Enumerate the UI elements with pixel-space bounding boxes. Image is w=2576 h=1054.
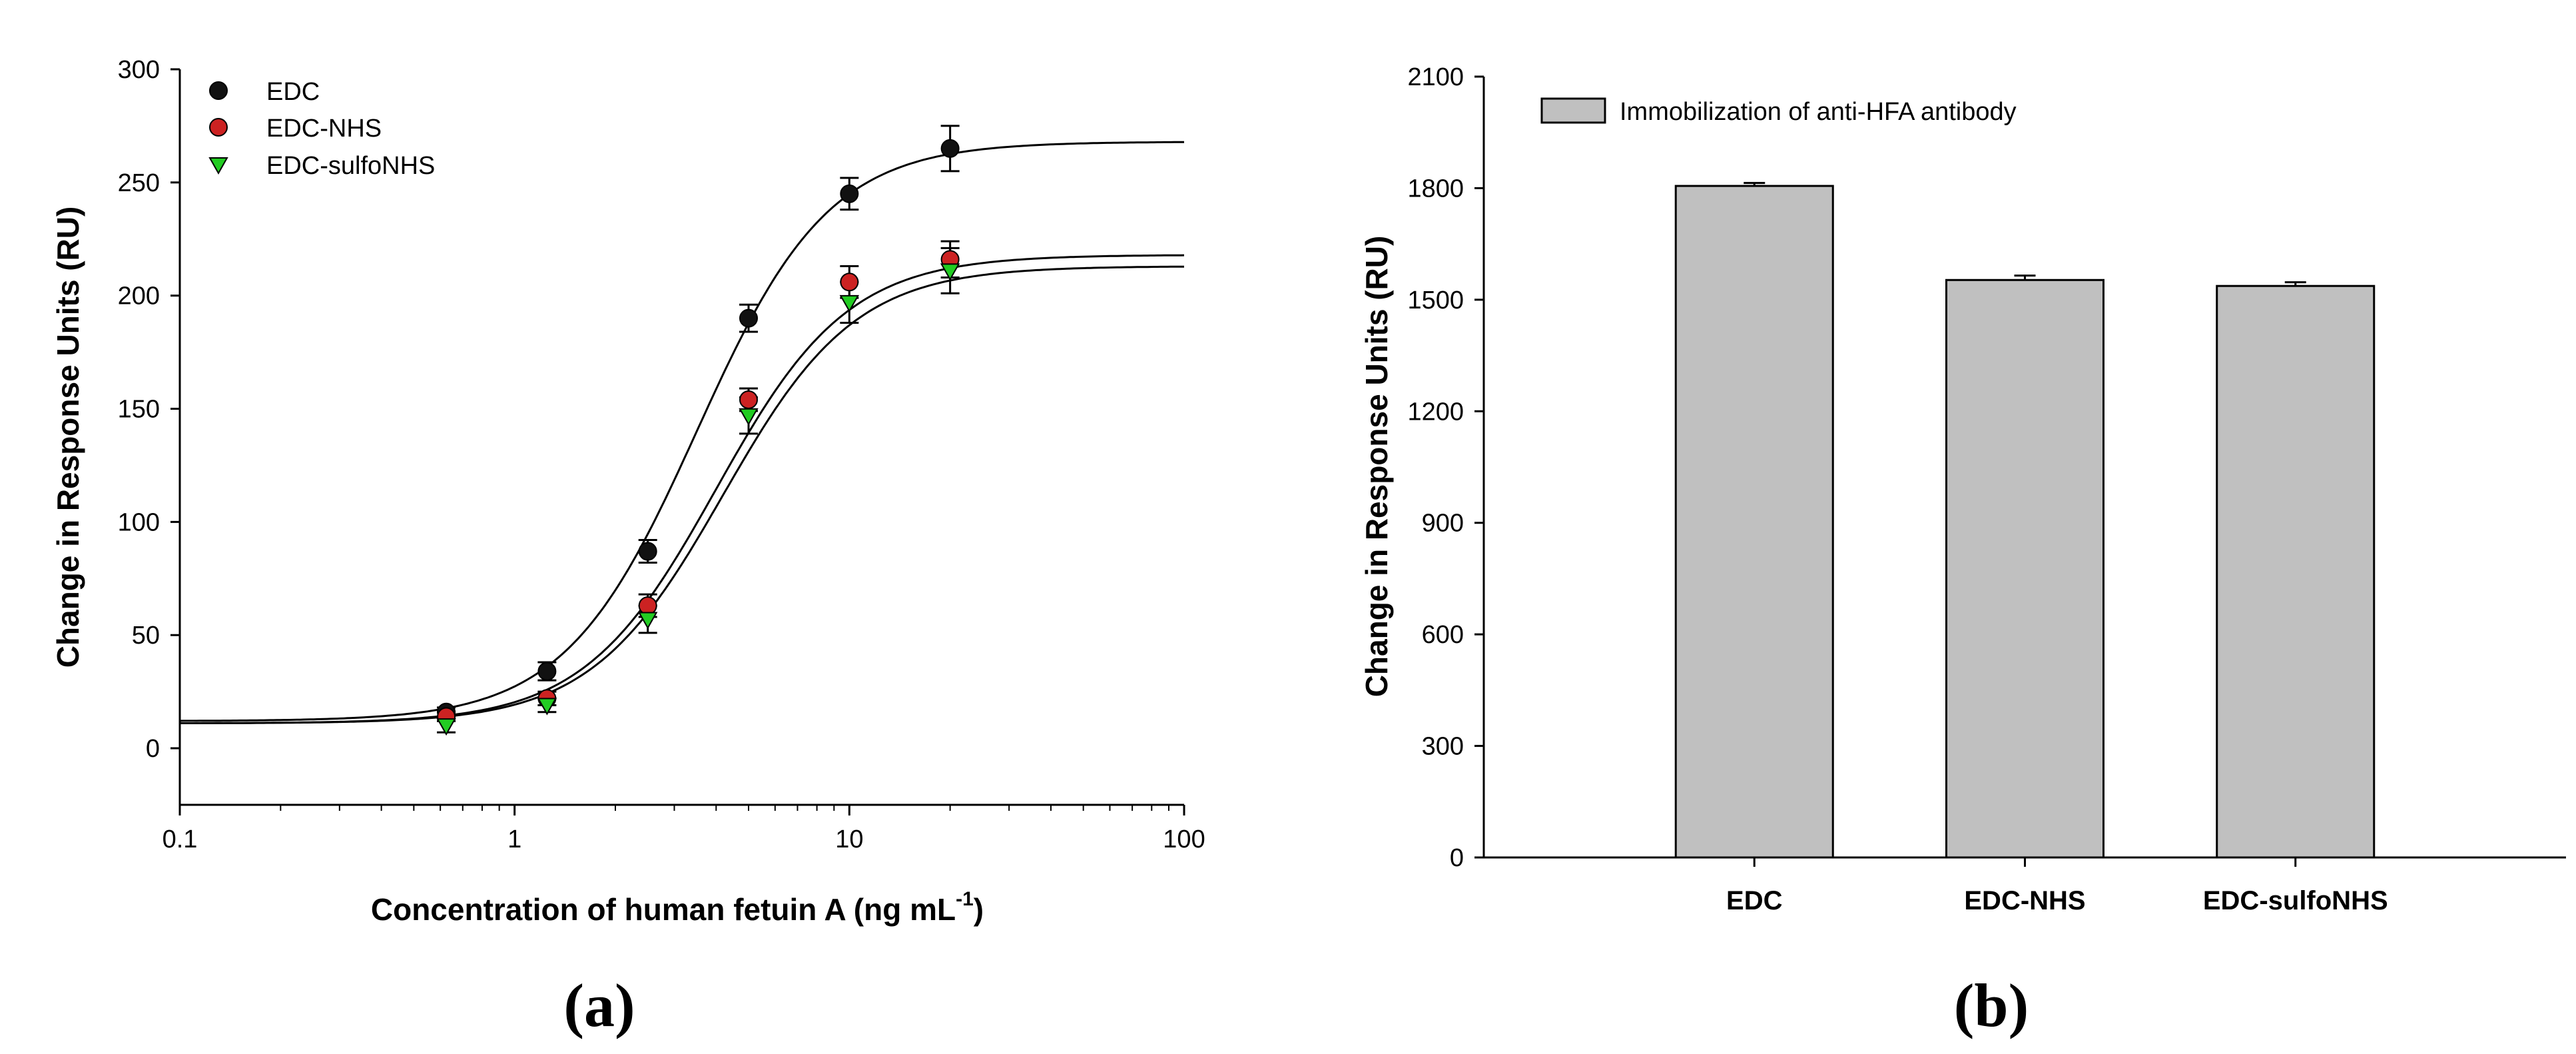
a-ytick-label: 200 (118, 282, 160, 310)
a-xtick-label: 10 (835, 825, 863, 853)
legend-label-edc-nhs: EDC-NHS (266, 115, 382, 143)
point-edc (739, 308, 759, 328)
b-error-bars (1744, 182, 2306, 286)
panel-label-b: (b) (1954, 971, 2029, 1039)
point-edc-sulfonhs (537, 698, 557, 716)
point-edc-nhs (739, 390, 759, 409)
b-tick-marks (1474, 75, 2297, 867)
point-edc-nhs (840, 272, 859, 292)
b-y-tick-labels: 0 300 600 900 1200 1500 1800 2100 (1407, 63, 1464, 872)
b-ytick-label: 600 (1422, 621, 1464, 649)
a-ytick-label: 100 (118, 508, 160, 536)
category-label-edc: EDC (1726, 886, 1782, 915)
bar-edc (1674, 185, 1834, 859)
a-xtick-label: 0.1 (162, 825, 198, 853)
b-bars (1674, 185, 2376, 859)
point-edc (638, 542, 657, 561)
a-y-tick-labels: 0 50 100 150 200 250 300 (118, 56, 160, 763)
a-x-tick-labels: 0.1 1 10 100 (162, 825, 1205, 853)
point-edc (840, 184, 859, 203)
b-ytick-label: 900 (1422, 510, 1464, 538)
panel-label-a: (a) (563, 971, 635, 1039)
fit-curve-edc (179, 141, 1185, 722)
category-label-edc-nhs: EDC-NHS (1964, 886, 2085, 915)
a-ytick-label: 50 (132, 622, 160, 650)
a-tick-marks (170, 68, 1185, 815)
a-data-points (436, 139, 960, 736)
b-ytick-label: 300 (1422, 733, 1464, 761)
legend-label-edc: EDC (266, 78, 320, 106)
legend-label-edc-sulfonhs: EDC-sulfoNHS (266, 152, 435, 180)
legend-marker-edc-nhs (209, 118, 228, 137)
point-edc-sulfonhs (739, 408, 759, 426)
b-ytick-label: 0 (1450, 844, 1464, 872)
bar-edc-nhs (1945, 278, 2104, 859)
legend-label-immobilization: Immobilization of anti-HFA antibody (1620, 98, 2017, 126)
point-edc (537, 662, 557, 681)
b-y-axis-label: Change in Response Units (RU) (1359, 236, 1394, 698)
point-edc-sulfonhs (637, 612, 658, 630)
fit-curve-edc-nhs (180, 254, 1185, 724)
point-edc-sulfonhs (839, 294, 860, 312)
a-ytick-label: 250 (118, 169, 160, 197)
a-ytick-label: 150 (118, 396, 160, 424)
point-edc-sulfonhs (436, 718, 456, 736)
fit-curve-edc-sulfonhs (180, 265, 1184, 724)
b-ytick-label: 1500 (1407, 286, 1464, 314)
point-edc (940, 139, 960, 158)
legend-marker-edc-sulfonhs (208, 157, 228, 175)
a-y-axis-label: Change in Response Units (RU) (51, 207, 85, 668)
category-label-edc-sulfonhs: EDC-sulfoNHS (2203, 886, 2388, 915)
point-edc-sulfonhs (940, 263, 960, 281)
bar-edc-sulfonhs (2216, 284, 2376, 859)
a-ytick-label: 300 (118, 56, 160, 84)
legend-swatch-immobilization (1540, 97, 1606, 124)
point-edc-nhs (638, 596, 657, 616)
b-ytick-label: 1200 (1407, 398, 1464, 426)
a-x-axis-label: Concentration of human fetuin A (ng mL-1… (371, 888, 984, 927)
b-ytick-label: 2100 (1407, 63, 1464, 91)
a-xtick-label: 1 (507, 825, 521, 853)
b-ytick-label: 1800 (1407, 175, 1464, 203)
panel-a-line-chart: 0 50 100 150 200 250 300 0.1 1 10 100 EDC EDC-NHS… (51, 56, 1205, 1039)
a-fit-curves (179, 141, 1185, 724)
legend-marker-edc (209, 81, 228, 100)
b-category-labels: EDC EDC-NHS EDC-sulfoNHS (1726, 886, 2388, 915)
a-legend: EDC EDC-NHS EDC-sulfoNHS (208, 78, 435, 180)
a-ytick-label: 0 (146, 735, 160, 763)
a-xtick-label: 100 (1163, 825, 1205, 853)
b-legend: Immobilization of anti-HFA antibody (1540, 97, 2017, 126)
